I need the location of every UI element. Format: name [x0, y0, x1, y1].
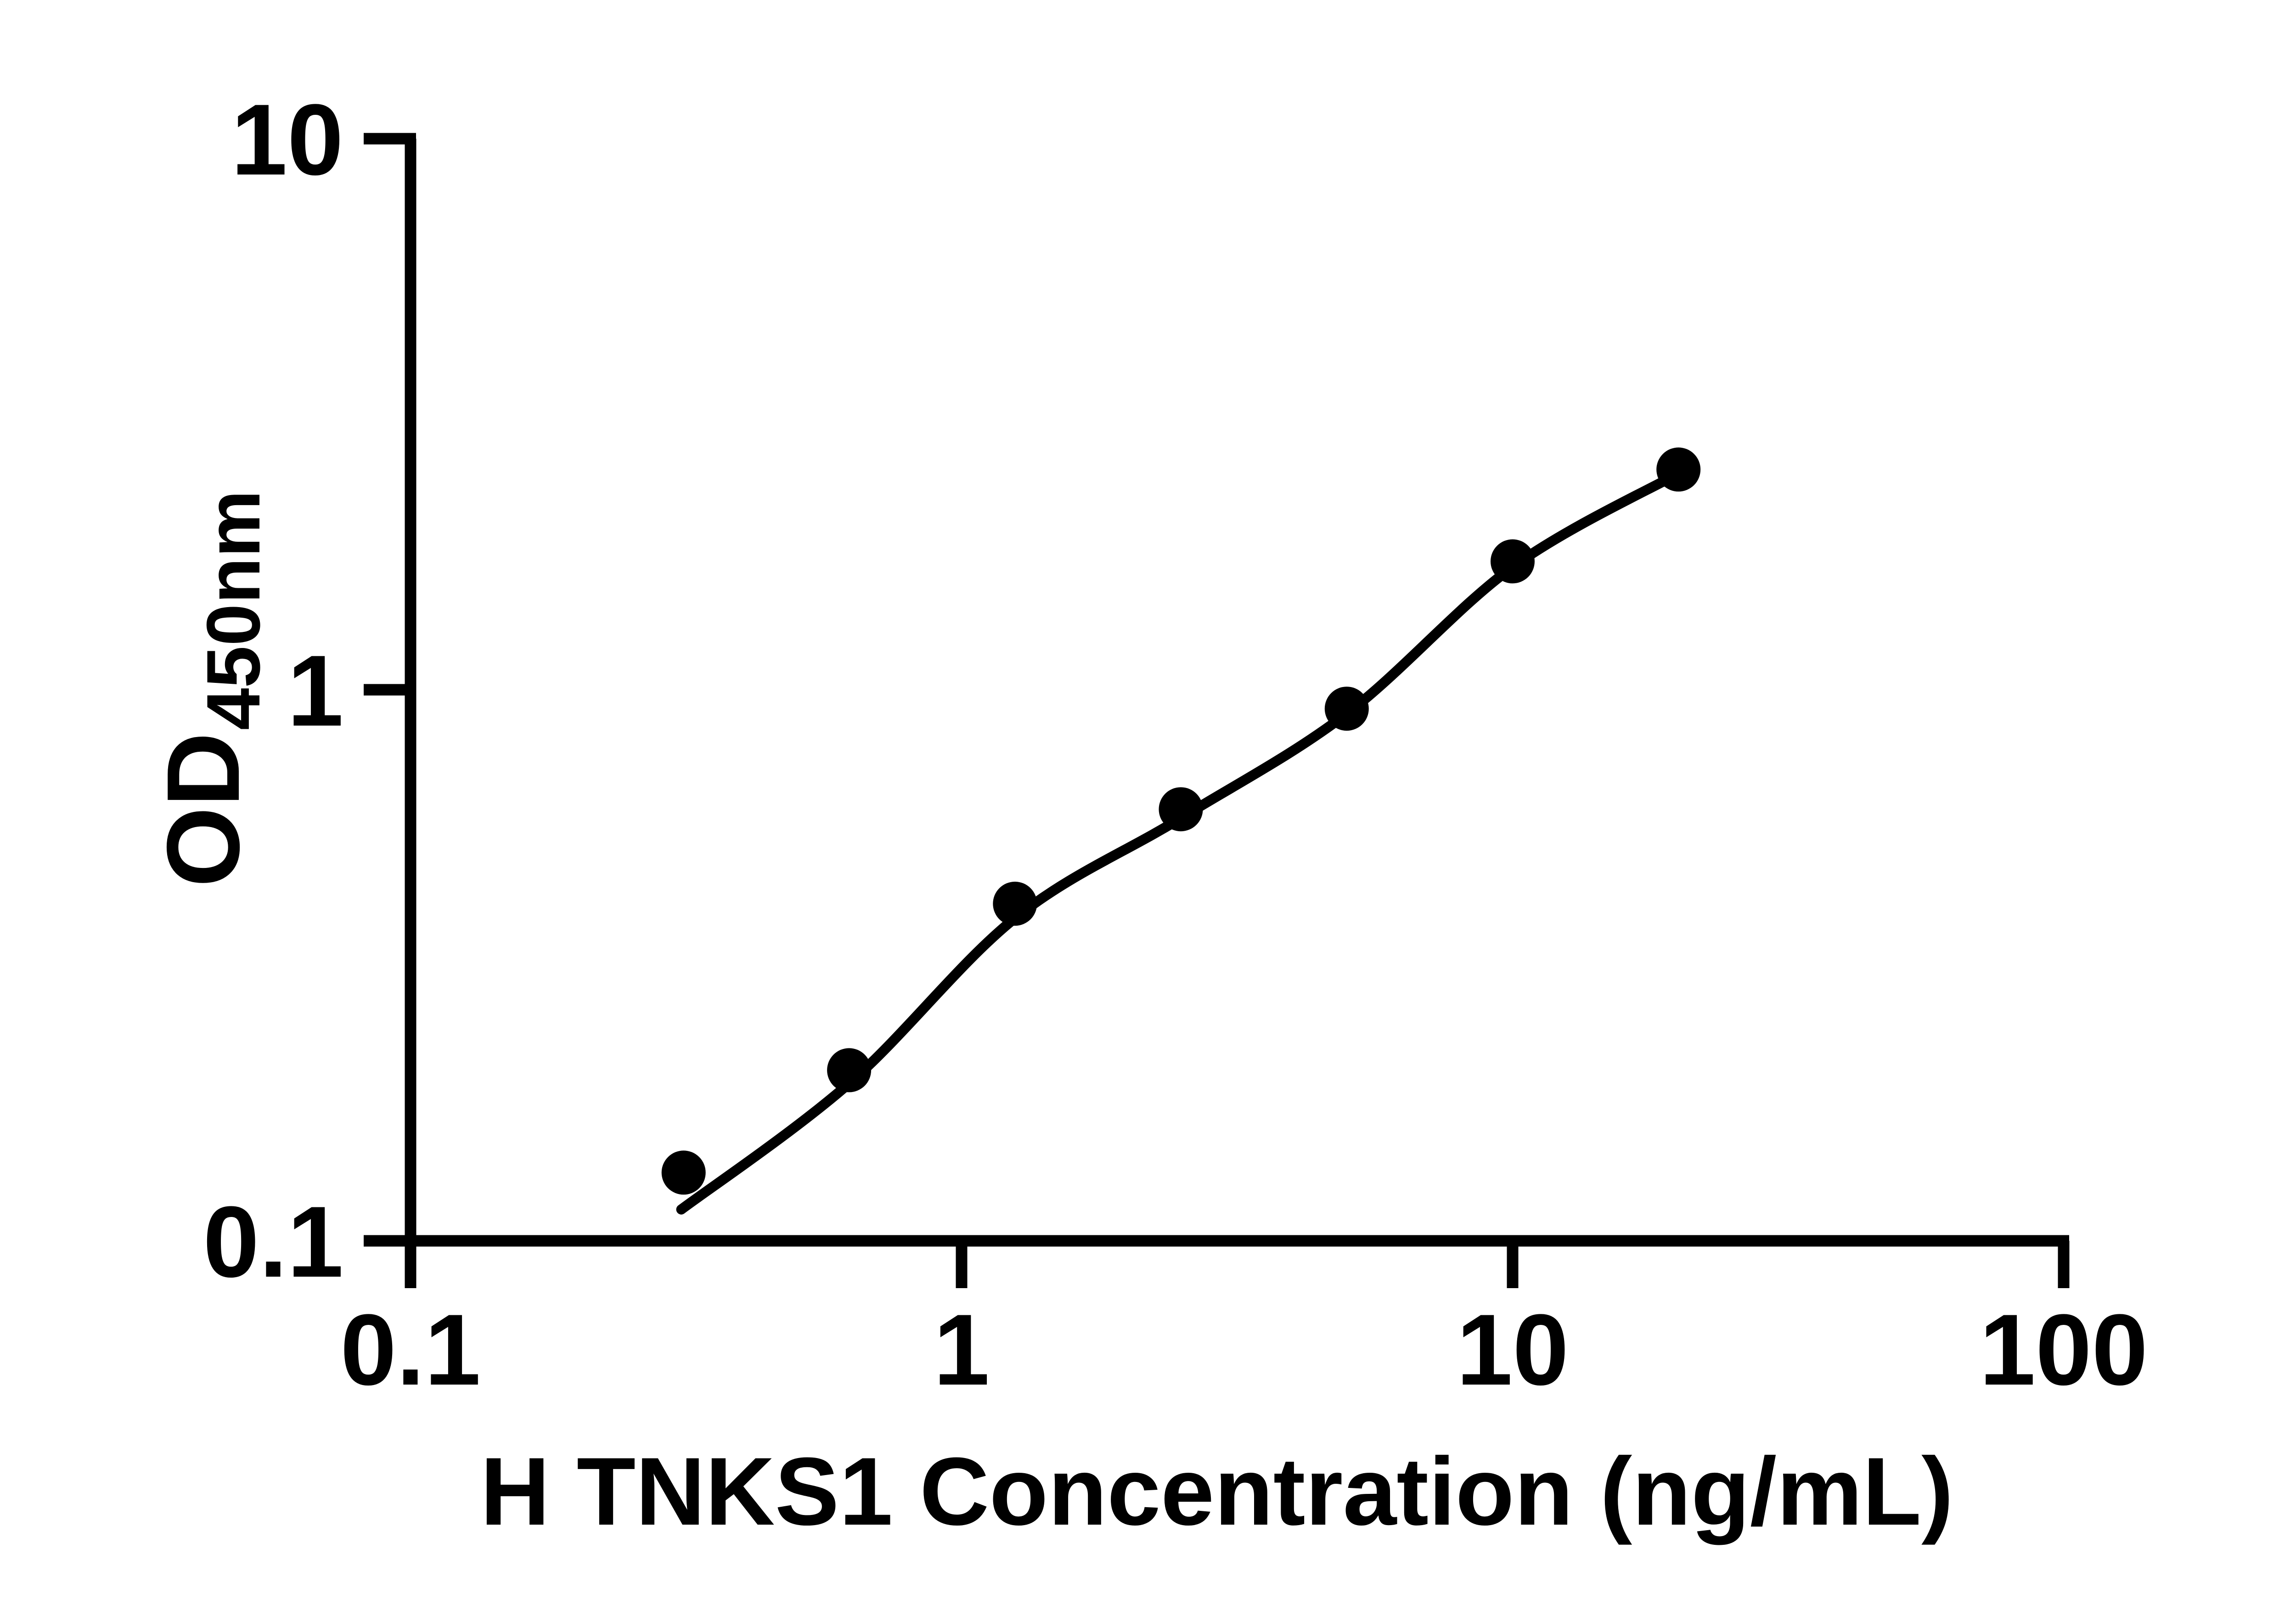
x-tick-label-100: 100 [1979, 1293, 2148, 1406]
x-axis-title: H TNKS1 Concentration (ng/mL) [480, 1437, 1953, 1545]
y-axis-title: OD 450nm [145, 490, 276, 887]
data-point [661, 1150, 706, 1195]
data-point [993, 881, 1037, 926]
data-point [1656, 447, 1701, 492]
y-tick-label-10: 10 [231, 83, 343, 196]
data-points [661, 447, 1701, 1195]
data-point [827, 1048, 872, 1093]
fit-curve-line [676, 468, 1684, 1215]
y-tick-label-0.1: 0.1 [203, 1185, 343, 1298]
fit-curve-group [676, 468, 1684, 1215]
y-axis-title-main: OD [145, 732, 261, 888]
axes [364, 139, 2069, 1247]
x-tick-label-1: 1 [934, 1293, 990, 1406]
tick-labels: 10 1 0.1 0.1 1 10 100 [203, 83, 2148, 1406]
data-point [1159, 787, 1203, 832]
y-axis-title-subscript: 450nm [191, 490, 276, 730]
data-point [1324, 687, 1369, 731]
x-tick-label-0.1: 0.1 [340, 1293, 481, 1406]
x-tick-label-10: 10 [1457, 1293, 1569, 1406]
tick-marks [364, 133, 2070, 1288]
y-tick-label-1: 1 [287, 634, 343, 747]
data-point [1491, 539, 1535, 584]
